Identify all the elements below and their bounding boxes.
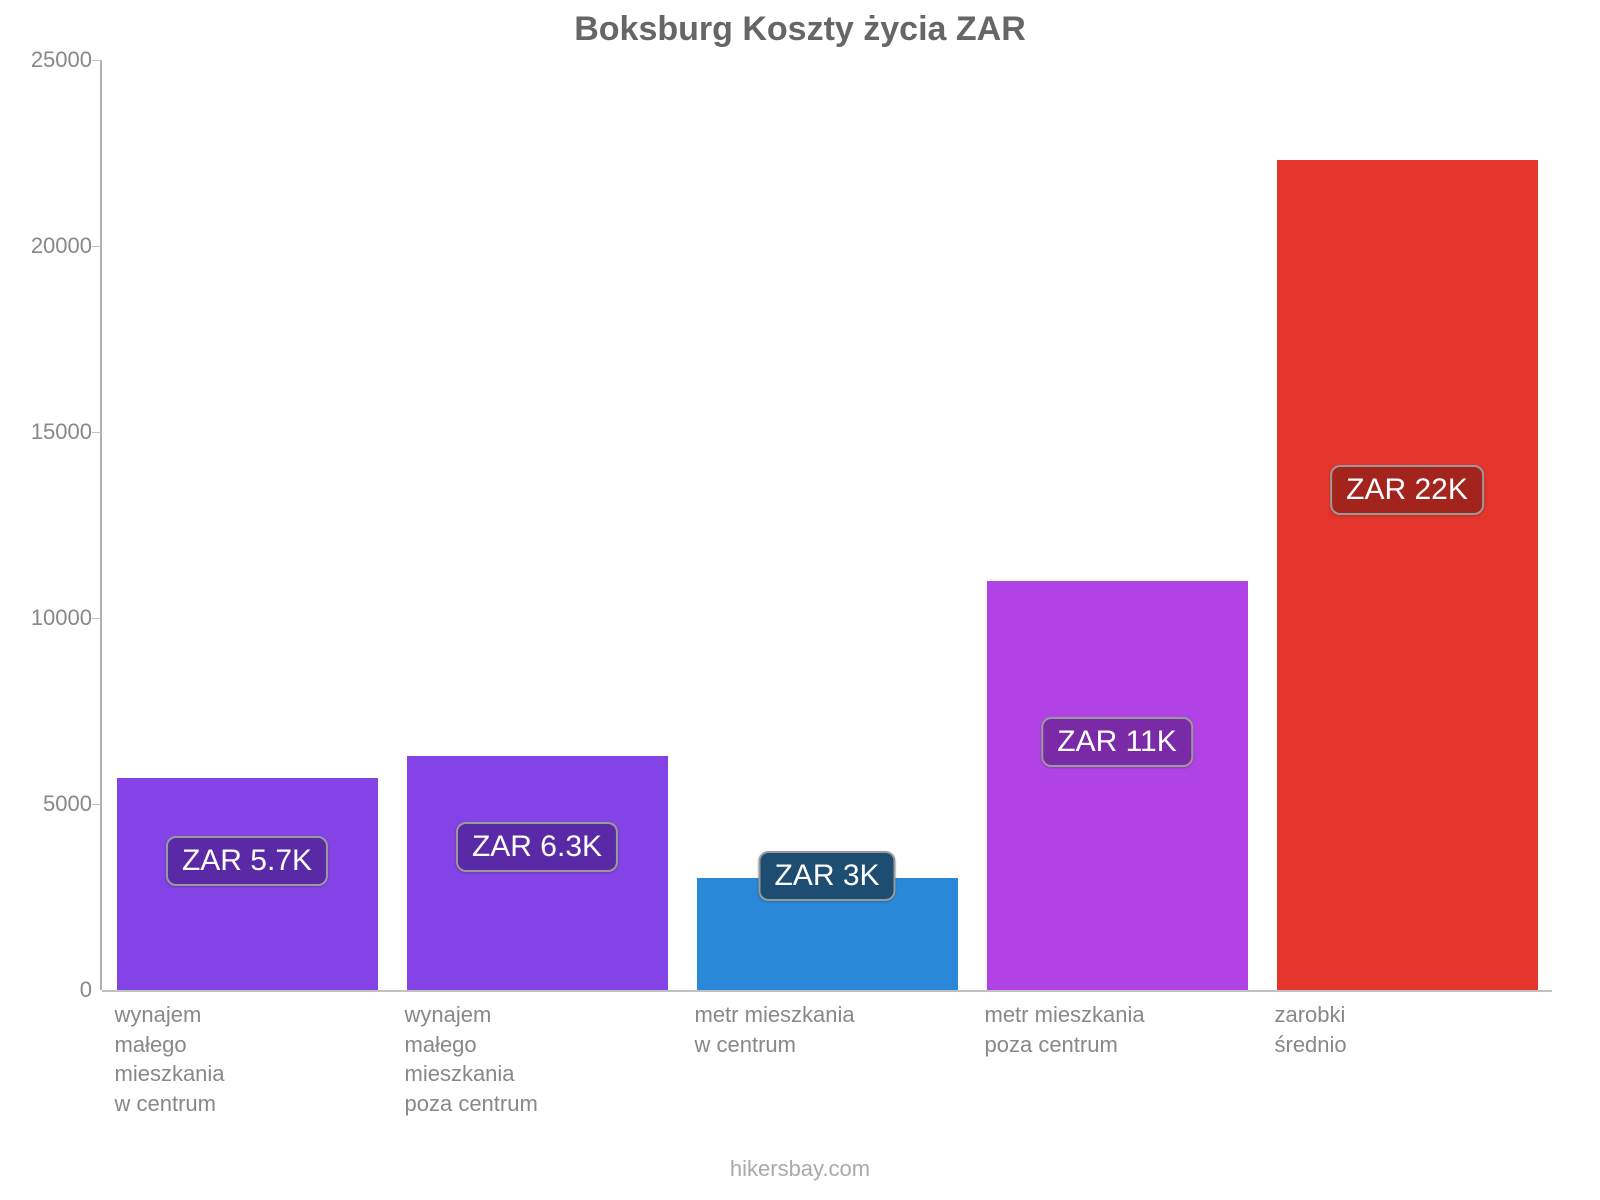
ytick-label: 0	[12, 977, 92, 1003]
xtick-label: zarobki średnio	[1275, 1000, 1536, 1059]
gridline	[92, 804, 102, 805]
chart-footer: hikersbay.com	[0, 1156, 1600, 1182]
ytick-label: 20000	[12, 233, 92, 259]
ytick-label: 5000	[12, 791, 92, 817]
value-label: ZAR 22K	[1330, 465, 1484, 515]
xtick-label: metr mieszkania w centrum	[695, 1000, 956, 1059]
value-label: ZAR 3K	[758, 851, 895, 901]
xtick-label: metr mieszkania poza centrum	[985, 1000, 1246, 1059]
value-label: ZAR 6.3K	[456, 822, 618, 872]
chart-title: Boksburg Koszty życia ZAR	[0, 10, 1600, 49]
value-label: ZAR 11K	[1041, 717, 1193, 767]
gridline	[92, 618, 102, 619]
chart-container: Boksburg Koszty życia ZAR 05000100001500…	[0, 0, 1600, 1200]
xtick-label: wynajem małego mieszkania poza centrum	[405, 1000, 666, 1119]
gridline	[102, 990, 1552, 992]
gridline	[92, 432, 102, 433]
bar	[987, 581, 1248, 990]
gridline	[92, 60, 102, 61]
ytick-label: 10000	[12, 605, 92, 631]
plot-area: 0500010000150002000025000ZAR 5.7KZAR 6.3…	[100, 60, 1552, 990]
xtick-label: wynajem małego mieszkania w centrum	[115, 1000, 376, 1119]
bar	[1277, 160, 1538, 990]
ytick-label: 15000	[12, 419, 92, 445]
bar	[407, 756, 668, 990]
gridline	[92, 246, 102, 247]
ytick-label: 25000	[12, 47, 92, 73]
value-label: ZAR 5.7K	[166, 836, 328, 886]
